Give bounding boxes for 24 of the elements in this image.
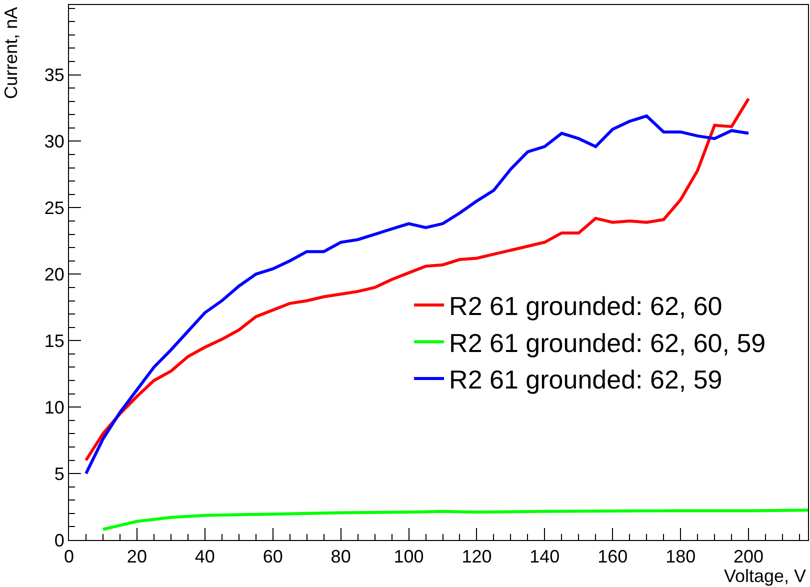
y-tick-label: 20: [44, 264, 64, 284]
y-tick-label: 10: [44, 397, 64, 418]
x-tick-label: 60: [262, 546, 283, 567]
x-tick-label: 120: [462, 546, 492, 567]
legend-label: R2 61 grounded: 62, 60: [449, 291, 722, 322]
y-tick-label: 15: [44, 330, 64, 351]
y-tick-label: 35: [44, 65, 64, 86]
line-series: [101, 508, 808, 531]
y-tick-label: 25: [44, 198, 64, 218]
x-tick-label: 140: [530, 546, 560, 567]
x-tick-label: 180: [666, 546, 696, 567]
x-tick-label: 100: [394, 546, 424, 567]
y-tick-label: 30: [44, 132, 64, 152]
x-tick-label: 200: [734, 546, 764, 567]
legend-label: R2 61 grounded: 62, 59: [449, 364, 722, 395]
x-tick-label: 40: [194, 546, 215, 567]
x-axis-title: Voltage, V: [724, 566, 806, 586]
y-axis-title: Current, nA: [1, 6, 21, 99]
y-tick-label: 0: [54, 530, 64, 550]
x-tick-label: 80: [330, 546, 351, 567]
x-tick-label: 160: [598, 546, 628, 567]
y-tick-label: 5: [54, 464, 64, 484]
x-tick-label: 20: [126, 546, 147, 567]
legend-label: R2 61 grounded: 62, 60, 59: [449, 328, 766, 358]
